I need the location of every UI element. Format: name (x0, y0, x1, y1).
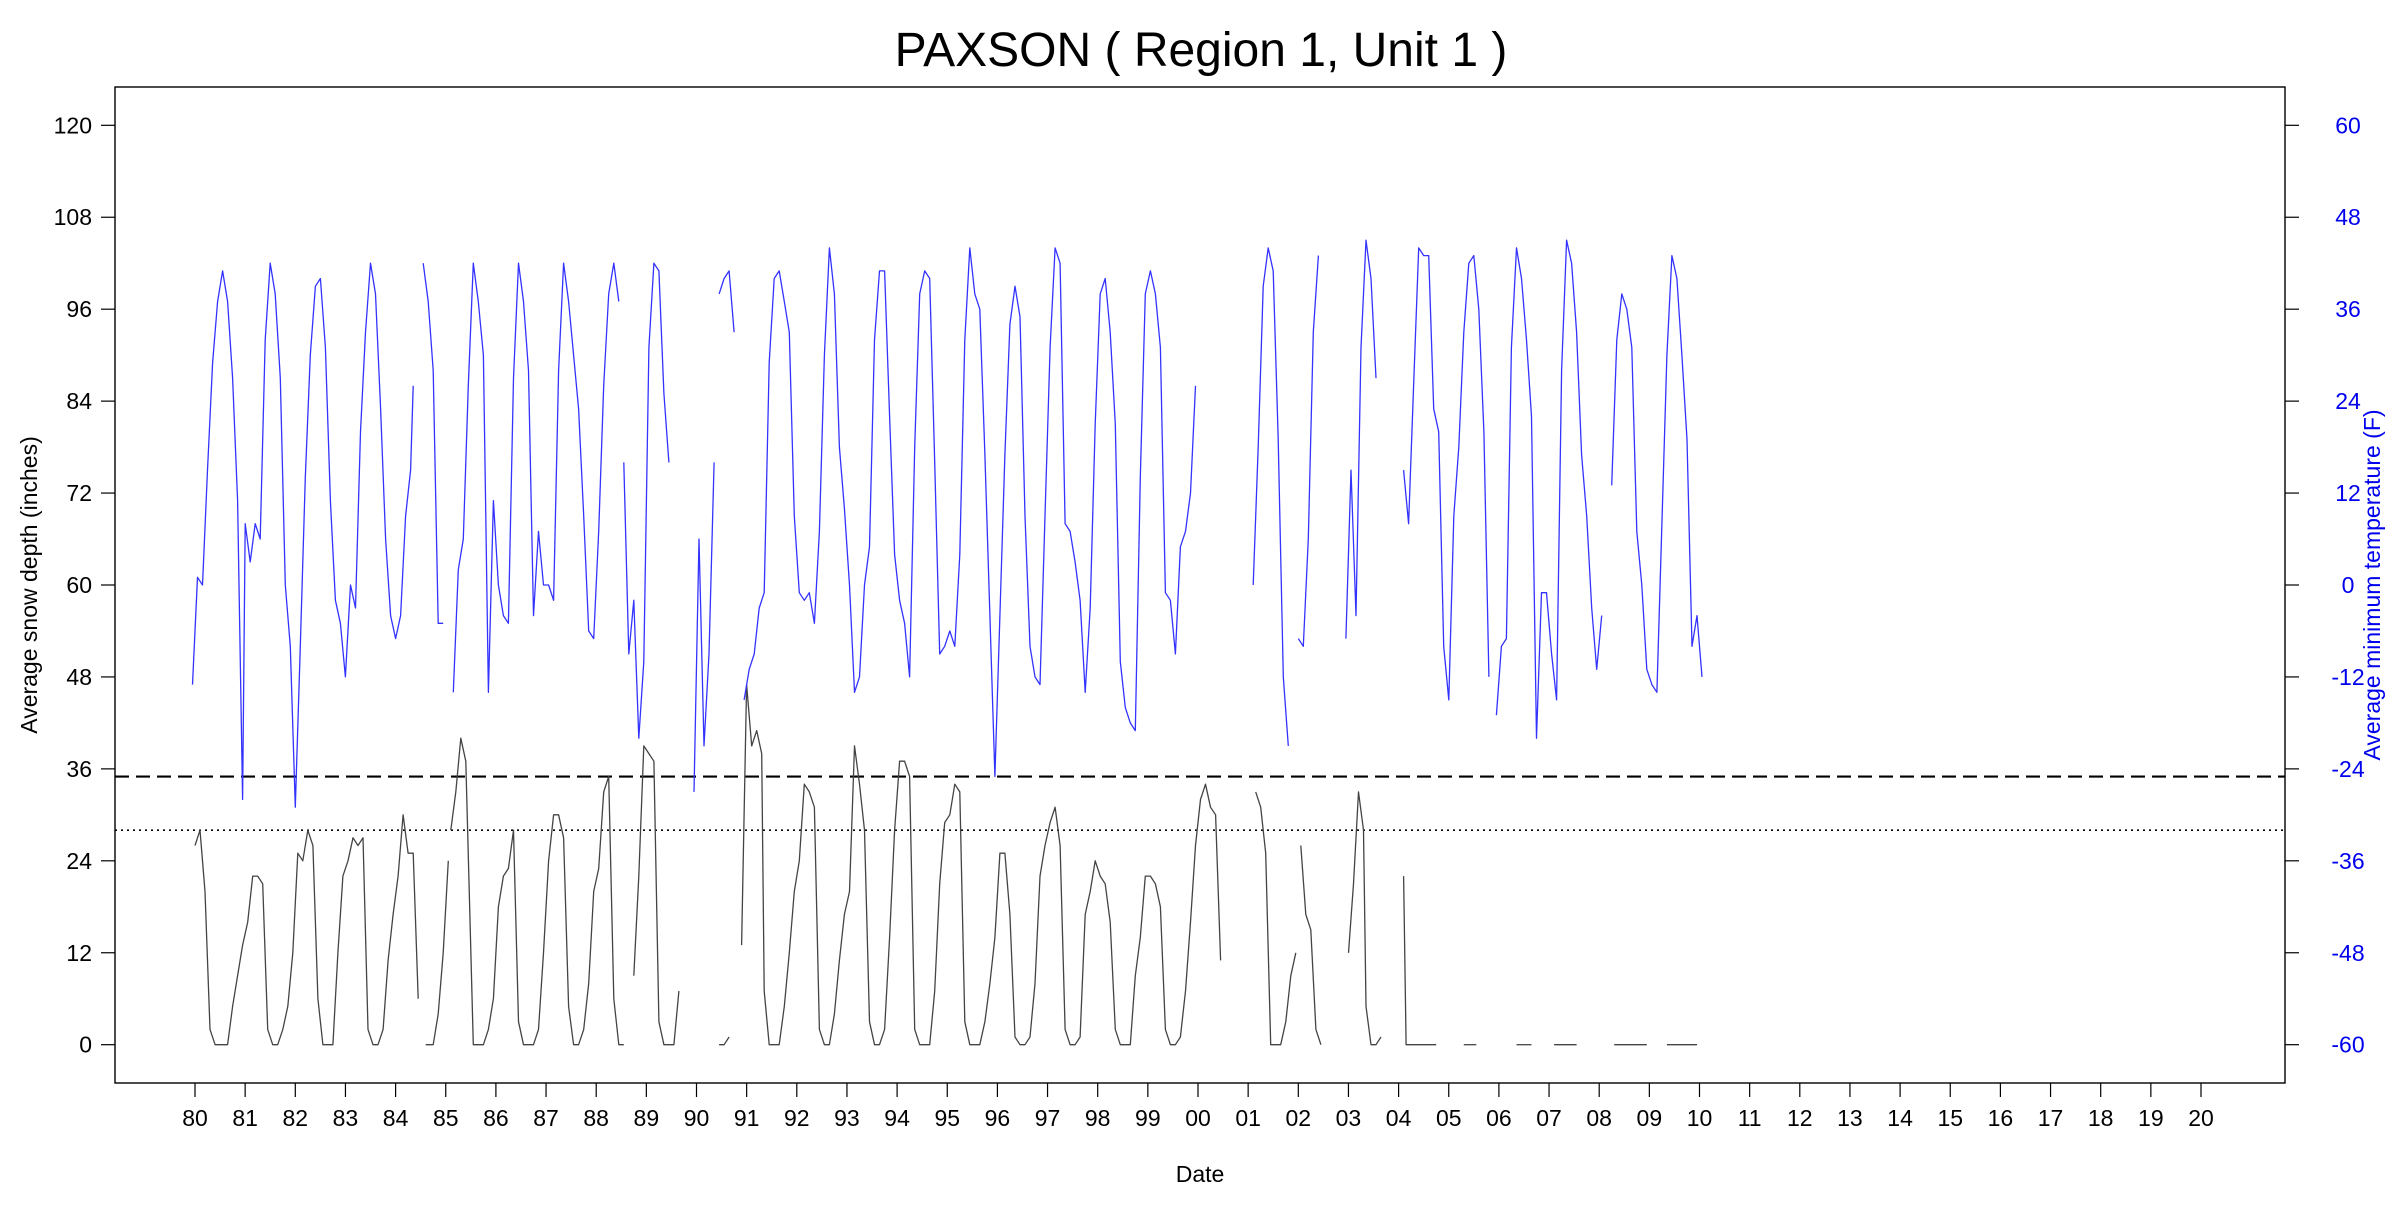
x-tick-label: 10 (1687, 1105, 1713, 1131)
y-axis-right: -60 -48 -36 -24 -12 0 12 24 36 48 60 (2285, 112, 2365, 1058)
x-tick-label: 84 (383, 1105, 409, 1131)
x-tick-label: 20 (2188, 1105, 2214, 1131)
temperature-line-segment-3 (452, 262, 620, 693)
x-tick-label: 16 (1988, 1105, 2014, 1131)
y-left-tick-label: 96 (66, 296, 92, 322)
x-tick-label: 05 (1436, 1105, 1462, 1131)
y-left-tick-label: 48 (66, 664, 92, 690)
x-axis-label: Date (1176, 1161, 1225, 1187)
snow-depth-line-segment-3 (450, 737, 624, 1046)
snow-depth-line-segment-1 (194, 814, 419, 1046)
x-tick-label: 14 (1887, 1105, 1913, 1131)
snow-depth-line-segment-4 (633, 745, 680, 1046)
y-left-tick-label: 84 (66, 388, 92, 414)
x-tick-label: 90 (684, 1105, 710, 1131)
x-tick-label: 89 (634, 1105, 660, 1131)
x-tick-label: 98 (1085, 1105, 1111, 1131)
x-tick-label: 80 (182, 1105, 208, 1131)
plot-frame (114, 86, 2286, 1084)
x-tick-label: 03 (1336, 1105, 1362, 1131)
y-right-tick-label: 36 (2335, 296, 2361, 322)
x-tick-label: 07 (1536, 1105, 1562, 1131)
x-tick-label: 94 (884, 1105, 910, 1131)
snow-depth-line-segment-5 (719, 1036, 730, 1046)
x-tick-label: 87 (533, 1105, 559, 1131)
x-tick-label: 85 (433, 1105, 459, 1131)
x-tick-label: 13 (1837, 1105, 1863, 1131)
y-right-tick-label: 0 (2342, 572, 2355, 598)
x-tick-label: 02 (1286, 1105, 1312, 1131)
temperature-line-segment-11 (1402, 247, 1490, 701)
y-axis-left-label: Average snow depth (inches) (16, 436, 42, 733)
x-axis: 80 81 82 83 84 85 86 87 88 89 90 91 92 93 94 95 96 97 98 99… (182, 1083, 2214, 1131)
snow-depth-line-segment-6 (740, 683, 1222, 1046)
y-right-tick-label: -12 (2331, 664, 2364, 690)
y-left-tick-label: 24 (66, 848, 92, 874)
y-left-tick-label: 72 (66, 480, 92, 506)
y-right-tick-label: 24 (2335, 388, 2361, 414)
y-axis-right-label: Average minimum temperature (F) (2359, 409, 2385, 760)
temperature-line-segment-8 (1252, 247, 1289, 746)
x-tick-label: 96 (985, 1105, 1011, 1131)
temperature-line-segment-1 (191, 262, 414, 808)
x-tick-label: 17 (2038, 1105, 2064, 1131)
x-tick-label: 09 (1637, 1105, 1663, 1131)
y-left-tick-label: 108 (54, 204, 92, 230)
x-tick-label: 99 (1135, 1105, 1161, 1131)
x-tick-label: 01 (1235, 1105, 1261, 1131)
x-tick-label: 08 (1586, 1105, 1612, 1131)
y-right-tick-label: -60 (2331, 1032, 2364, 1058)
x-tick-label: 92 (784, 1105, 810, 1131)
snow-depth-line-segment-8 (1300, 845, 1322, 1045)
x-tick-label: 06 (1486, 1105, 1512, 1131)
y-right-tick-label: 48 (2335, 204, 2361, 230)
x-tick-label: 93 (834, 1105, 860, 1131)
temperature-line-segment-4 (623, 262, 670, 739)
x-tick-label: 19 (2138, 1105, 2164, 1131)
y-right-tick-label: 60 (2335, 112, 2361, 138)
y-left-tick-label: 120 (54, 112, 92, 138)
y-right-tick-label: -36 (2331, 848, 2364, 874)
y-right-tick-label: 12 (2335, 480, 2361, 506)
x-tick-label: 95 (934, 1105, 960, 1131)
temperature-series (191, 239, 1703, 808)
x-tick-label: 86 (483, 1105, 509, 1131)
x-tick-label: 83 (333, 1105, 359, 1131)
y-right-tick-label: -24 (2331, 756, 2364, 782)
temperature-line-segment-12 (1495, 239, 1603, 739)
snow-depth-line-segment-2 (425, 860, 449, 1046)
y-axis-left: 0 12 24 36 48 60 72 84 96 108 120 (54, 112, 115, 1058)
x-tick-label: 18 (2088, 1105, 2114, 1131)
temperature-line-segment-9 (1297, 255, 1320, 647)
x-tick-label: 00 (1185, 1105, 1211, 1131)
temperature-line-segment-6 (718, 270, 735, 333)
x-tick-label: 04 (1386, 1105, 1412, 1131)
x-tick-label: 11 (1738, 1105, 1762, 1131)
snow-depth-line-segment-10 (1402, 876, 1437, 1046)
x-tick-label: 12 (1787, 1105, 1813, 1131)
snow-depth-line-segment-9 (1347, 791, 1382, 1046)
x-tick-label: 81 (232, 1105, 258, 1131)
y-left-tick-label: 60 (66, 572, 92, 598)
y-right-tick-label: -48 (2331, 940, 2364, 966)
x-tick-label: 91 (734, 1105, 760, 1131)
x-tick-label: 82 (283, 1105, 309, 1131)
snow-depth-line-segment-7 (1255, 791, 1297, 1046)
temperature-line-segment-2 (422, 263, 444, 624)
temperature-line-segment-5 (693, 462, 715, 792)
y-left-tick-label: 0 (79, 1032, 92, 1058)
y-left-tick-label: 36 (66, 756, 92, 782)
chart-title: PAXSON ( Region 1, Unit 1 ) (895, 24, 1508, 77)
x-tick-label: 15 (1937, 1105, 1963, 1131)
snow-depth-series (194, 683, 1697, 1046)
temperature-line-segment-10 (1345, 239, 1377, 639)
reference-lines (115, 775, 2285, 831)
x-tick-label: 97 (1035, 1105, 1061, 1131)
temperature-line-segment-13 (1611, 254, 1703, 693)
x-tick-label: 88 (583, 1105, 609, 1131)
temperature-line-segment-7 (743, 247, 1197, 778)
y-left-tick-label: 12 (66, 940, 92, 966)
